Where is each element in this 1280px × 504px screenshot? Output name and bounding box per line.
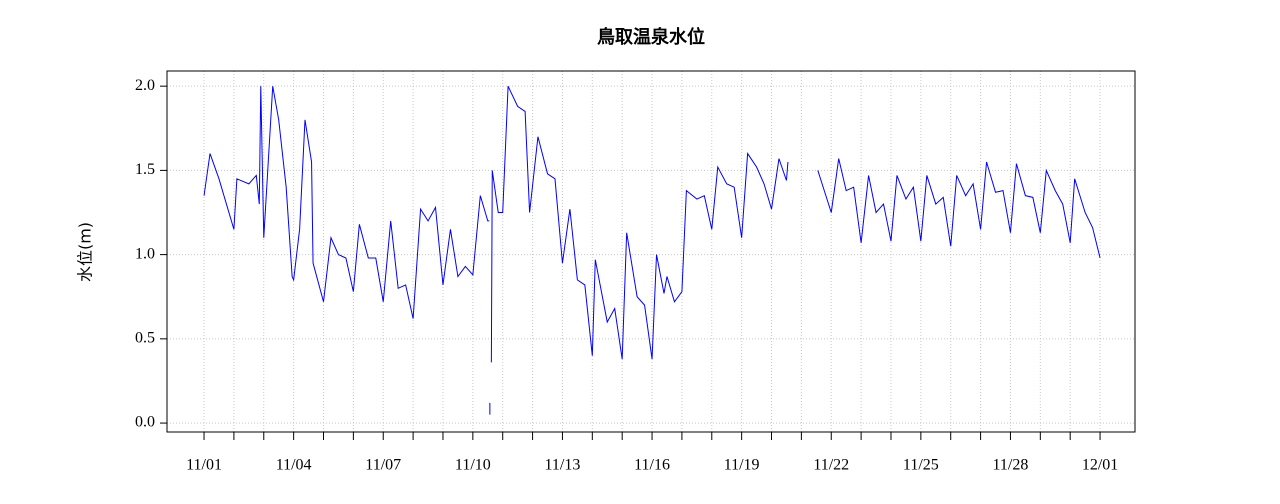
data-line [203,85,1101,415]
x-tick-label: 12/01 [1082,457,1118,474]
x-tick-label: 11/16 [634,457,670,474]
y-tick-label: 0.5 [135,330,155,347]
x-tick-label: 11/04 [276,457,312,474]
y-tick-label: 2.0 [135,77,155,94]
x-tick-label: 11/22 [813,457,849,474]
plot-frame [166,70,1136,433]
y-tick-label: 1.0 [135,245,155,262]
x-tick-label: 11/10 [455,457,491,474]
y-axis-label: 水位(m) [76,222,95,282]
x-tick-label: 11/19 [724,457,760,474]
x-tick-label: 11/07 [365,457,401,474]
y-tick-label: 1.5 [135,161,155,178]
x-tick-label: 11/25 [903,457,939,474]
x-tick-label: 11/01 [186,457,222,474]
y-tick-label: 0.0 [135,414,155,431]
x-tick-label: 11/13 [545,457,581,474]
x-tick-label: 11/28 [993,457,1029,474]
chart-title: 鳥取温泉水位 [597,26,705,48]
